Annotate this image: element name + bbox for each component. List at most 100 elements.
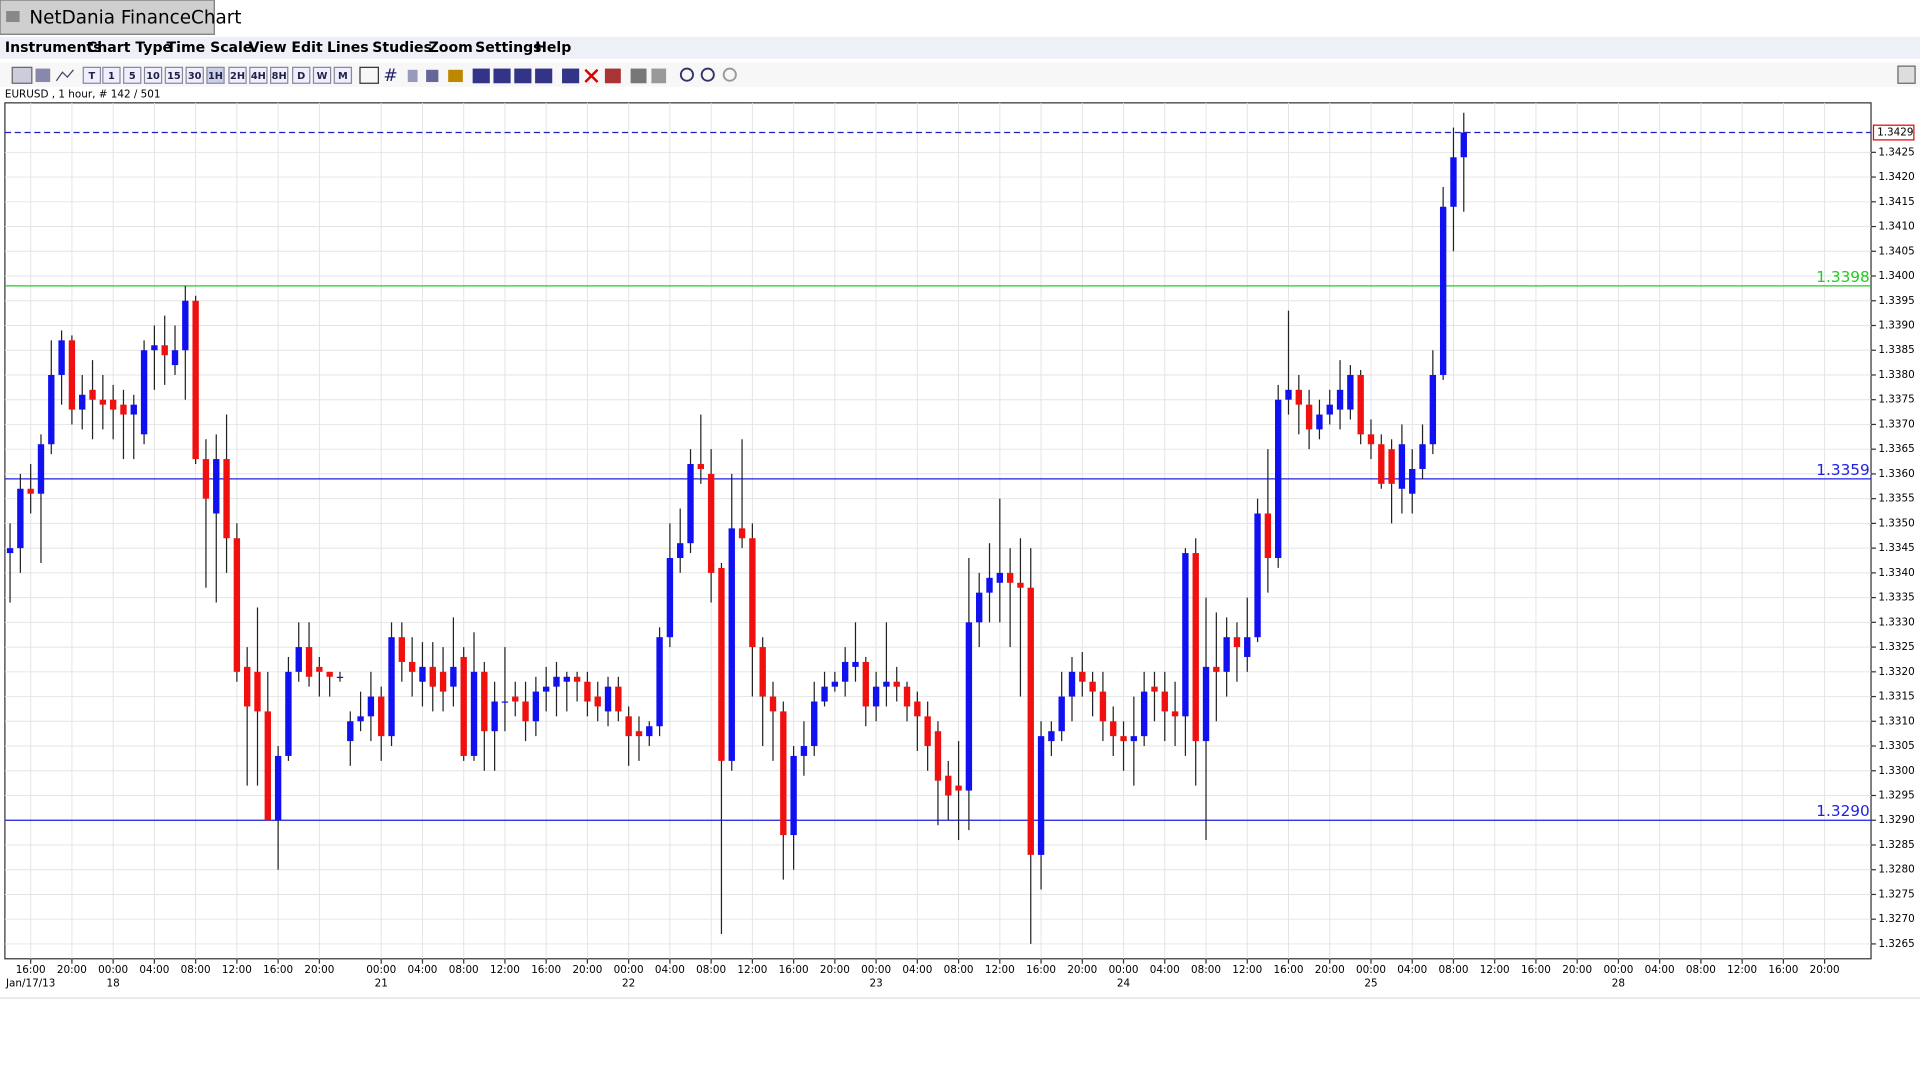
interval-button[interactable] bbox=[312, 66, 332, 84]
candle-body bbox=[769, 696, 777, 712]
interval-label[interactable]: 4H bbox=[251, 71, 266, 82]
candle-body bbox=[213, 459, 220, 514]
x-tick-label: 12:00 bbox=[985, 964, 1015, 976]
tool-icon[interactable] bbox=[448, 69, 463, 83]
title-tab bbox=[0, 0, 215, 35]
candle-body bbox=[1275, 399, 1282, 559]
tool-icon[interactable] bbox=[11, 66, 33, 84]
tool-icon[interactable] bbox=[722, 67, 737, 82]
x-tick-label: 20:00 bbox=[1315, 964, 1345, 976]
candle-body bbox=[749, 538, 756, 648]
x-date-label: 24 bbox=[1117, 977, 1131, 989]
tool-icon[interactable] bbox=[562, 68, 580, 84]
menu-item[interactable]: Lines bbox=[327, 40, 369, 56]
interval-label[interactable]: 10 bbox=[146, 71, 160, 82]
menu-item[interactable]: Time Scale bbox=[167, 40, 253, 56]
tool-icon[interactable] bbox=[535, 68, 553, 84]
menu-item[interactable]: Chart Type bbox=[87, 40, 172, 56]
interval-button[interactable] bbox=[143, 66, 163, 84]
interval-label[interactable]: T bbox=[88, 71, 95, 82]
candle-body bbox=[89, 389, 96, 400]
candle-body bbox=[656, 637, 663, 727]
interval-button[interactable] bbox=[164, 66, 184, 84]
tool-icon[interactable] bbox=[604, 68, 621, 84]
tool-icon[interactable] bbox=[407, 69, 418, 83]
tool-icon[interactable] bbox=[679, 67, 694, 82]
interval-button[interactable] bbox=[249, 66, 268, 84]
candle-body bbox=[646, 726, 653, 737]
menu-item[interactable]: Zoom bbox=[429, 40, 473, 56]
menu-item[interactable]: Edit bbox=[291, 40, 323, 56]
tool-icon[interactable] bbox=[493, 68, 511, 84]
candle-body bbox=[831, 681, 839, 687]
candle-body bbox=[1099, 691, 1107, 722]
tool-icon[interactable] bbox=[514, 68, 532, 84]
menu-item[interactable]: Instruments bbox=[5, 40, 102, 56]
interval-button[interactable] bbox=[228, 66, 247, 84]
tool-icon[interactable] bbox=[630, 68, 647, 84]
interval-label[interactable]: 30 bbox=[188, 71, 202, 82]
y-tick-label: 1.3285 bbox=[1878, 839, 1914, 851]
y-tick-label: 1.3340 bbox=[1878, 567, 1914, 579]
interval-label[interactable]: 2H bbox=[230, 71, 245, 82]
menu-item[interactable]: Help bbox=[535, 40, 571, 56]
candle-body bbox=[347, 721, 354, 742]
candle-body bbox=[1130, 736, 1138, 742]
tool-icon[interactable] bbox=[55, 69, 74, 82]
candle-body bbox=[573, 676, 581, 682]
x-tick-label: 16:00 bbox=[531, 964, 561, 976]
tool-icon[interactable] bbox=[651, 68, 667, 84]
tool-icon[interactable]: # bbox=[383, 66, 397, 86]
interval-button[interactable] bbox=[292, 66, 311, 84]
x-tick-label: 04:00 bbox=[407, 964, 437, 976]
candle-body bbox=[1450, 157, 1457, 207]
tool-icon[interactable] bbox=[700, 67, 715, 82]
interval-button[interactable] bbox=[270, 66, 289, 84]
tool-icon[interactable] bbox=[584, 68, 599, 83]
candle-body bbox=[955, 785, 962, 791]
x-tick-label: 04:00 bbox=[655, 964, 685, 976]
tool-icon[interactable] bbox=[35, 68, 51, 83]
interval-button[interactable] bbox=[206, 66, 225, 84]
x-tick-label: 00:00 bbox=[861, 964, 891, 976]
y-tick-label: 1.3425 bbox=[1878, 146, 1914, 158]
interval-label[interactable]: M bbox=[338, 71, 348, 82]
interval-label[interactable]: 5 bbox=[129, 71, 136, 82]
interval-button[interactable] bbox=[333, 66, 353, 84]
interval-label[interactable]: 1H bbox=[208, 71, 223, 82]
interval-button[interactable] bbox=[185, 66, 204, 84]
interval-button[interactable] bbox=[102, 66, 121, 84]
candle-body bbox=[1347, 374, 1354, 410]
menu-item[interactable]: Settings bbox=[475, 40, 541, 56]
menu-item[interactable]: View bbox=[249, 40, 287, 56]
interval-label[interactable]: 15 bbox=[167, 71, 181, 82]
tool-icon[interactable] bbox=[1897, 65, 1916, 84]
candle-body bbox=[604, 686, 612, 712]
interval-label[interactable]: 8H bbox=[272, 71, 287, 82]
candle-body bbox=[615, 686, 622, 712]
menu-item[interactable]: Studies bbox=[372, 40, 432, 56]
interval-label[interactable]: 1 bbox=[108, 71, 115, 82]
candle-body bbox=[1398, 444, 1406, 489]
candle-body bbox=[1171, 711, 1179, 717]
candle-body bbox=[625, 716, 632, 737]
candle-body bbox=[718, 567, 725, 761]
x-tick-label: 16:00 bbox=[16, 964, 46, 976]
x-date-label: 23 bbox=[869, 977, 882, 989]
x-tick-label: 04:00 bbox=[1150, 964, 1180, 976]
interval-button[interactable] bbox=[82, 66, 102, 84]
candle-body bbox=[48, 374, 55, 445]
interval-label[interactable]: D bbox=[297, 71, 305, 82]
x-date-label: 25 bbox=[1364, 977, 1377, 989]
x-tick-label: 20:00 bbox=[1067, 964, 1097, 976]
y-tick-label: 1.3315 bbox=[1878, 691, 1914, 703]
candle-body bbox=[841, 661, 849, 682]
tool-icon[interactable] bbox=[472, 68, 490, 84]
tool-icon[interactable] bbox=[426, 69, 439, 83]
candle-body bbox=[192, 300, 199, 460]
tool-icon[interactable] bbox=[359, 66, 379, 84]
y-tick-label: 1.3405 bbox=[1878, 245, 1914, 257]
candle-body bbox=[130, 404, 137, 415]
interval-button[interactable] bbox=[123, 66, 142, 84]
interval-label[interactable]: W bbox=[317, 71, 328, 82]
